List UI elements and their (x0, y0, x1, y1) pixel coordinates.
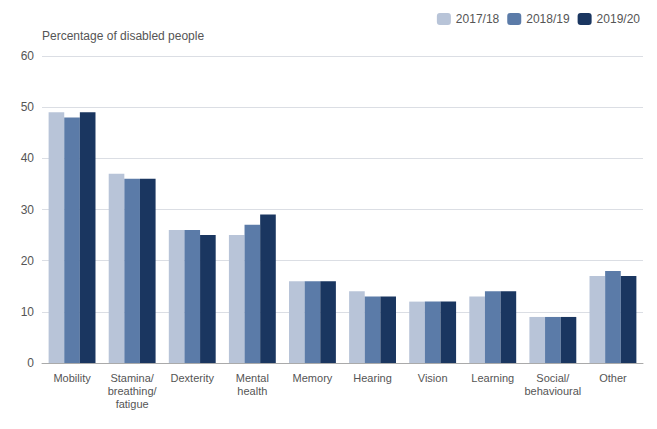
svg-text:behavioural: behavioural (524, 385, 581, 397)
svg-text:Dexterity: Dexterity (171, 372, 215, 384)
svg-text:30: 30 (21, 203, 35, 217)
svg-text:Percentage of disabled people: Percentage of disabled people (42, 29, 204, 43)
svg-text:Stamina/: Stamina/ (110, 372, 154, 384)
svg-text:Mobility: Mobility (53, 372, 91, 384)
svg-text:50: 50 (21, 100, 35, 114)
svg-text:2017/18: 2017/18 (456, 12, 500, 26)
svg-text:Other: Other (599, 372, 627, 384)
svg-text:Mental: Mental (236, 372, 269, 384)
svg-text:60: 60 (21, 49, 35, 63)
svg-text:2019/20: 2019/20 (597, 12, 641, 26)
svg-text:0: 0 (27, 356, 34, 370)
svg-text:20: 20 (21, 254, 35, 268)
svg-text:Hearing: Hearing (353, 372, 392, 384)
svg-text:breathing/: breathing/ (108, 385, 158, 397)
svg-text:Social/: Social/ (536, 372, 570, 384)
svg-text:health: health (237, 385, 267, 397)
svg-text:Learning: Learning (471, 372, 514, 384)
svg-text:10: 10 (21, 305, 35, 319)
svg-text:Vision: Vision (418, 372, 448, 384)
svg-text:fatigue: fatigue (116, 398, 149, 410)
svg-text:Memory: Memory (293, 372, 333, 384)
svg-text:40: 40 (21, 151, 35, 165)
svg-text:2018/19: 2018/19 (526, 12, 570, 26)
